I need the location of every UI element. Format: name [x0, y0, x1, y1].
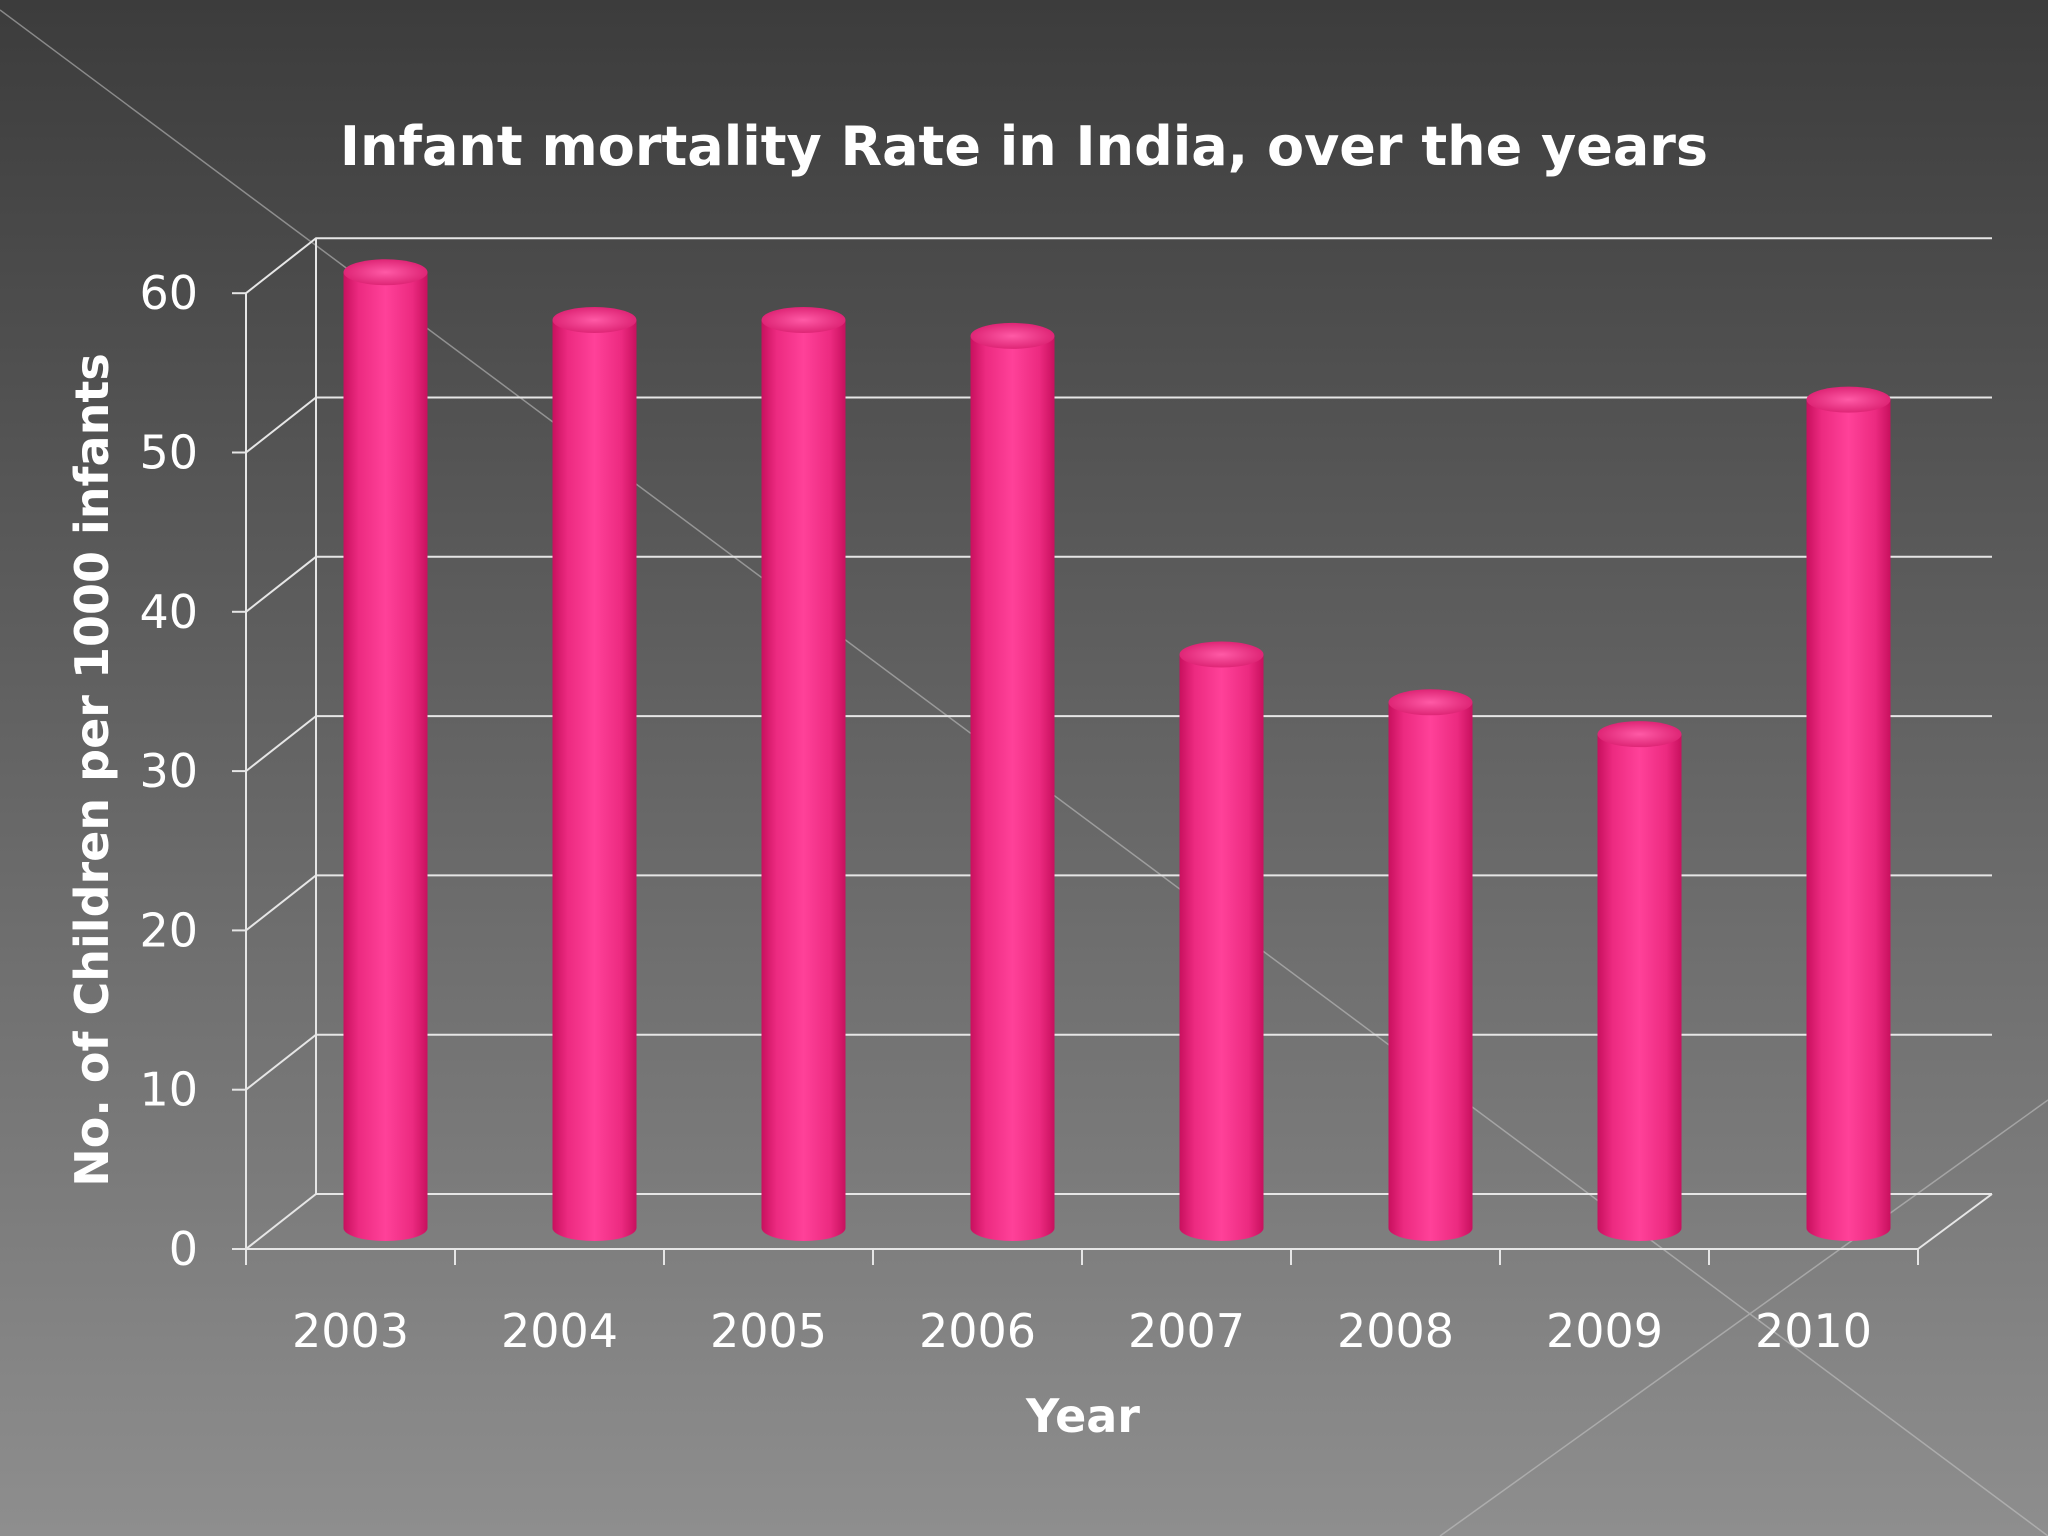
x-tick-label: 2007 [1128, 1304, 1245, 1358]
x-tick-label: 2008 [1337, 1304, 1454, 1358]
x-axis-title: Year [1025, 1389, 1140, 1443]
bar-body [1597, 734, 1682, 1241]
y-tick-label: 50 [139, 426, 198, 480]
bar-top [343, 259, 428, 286]
bar-top [1179, 641, 1264, 668]
y-tick-label: 0 [169, 1222, 198, 1276]
y-tick-label: 30 [139, 744, 198, 798]
bar-body [761, 319, 846, 1241]
bar-body [552, 319, 637, 1241]
x-axis: 2003 2004 2005 2006 2007 2008 2009 2010 [245, 1249, 1919, 1358]
bar [1388, 689, 1473, 1241]
y-axis-title: No. of Children per 1000 infants [65, 353, 119, 1186]
bar-body [1806, 399, 1891, 1241]
bar-top [1388, 689, 1473, 716]
bar [761, 306, 846, 1241]
bar [1806, 386, 1891, 1241]
x-tick-label: 2005 [710, 1304, 827, 1358]
floor-right-edge [1917, 1193, 1993, 1250]
bar-top [1597, 721, 1682, 748]
bar-body [1179, 654, 1264, 1241]
bar [552, 306, 637, 1241]
y-tick-label: 60 [139, 266, 198, 320]
bar [343, 259, 428, 1241]
y-axis: 0 10 20 30 40 50 60 [139, 266, 247, 1276]
x-tick-label: 2010 [1755, 1304, 1872, 1358]
x-tick-label: 2004 [501, 1304, 618, 1358]
bar-top [1806, 386, 1891, 413]
x-tick-label: 2003 [292, 1304, 409, 1358]
bar-series [343, 259, 1891, 1241]
y-tick-label: 40 [139, 585, 198, 639]
bar-top [552, 306, 637, 333]
bar-body [1388, 702, 1473, 1241]
bar-body [343, 272, 428, 1241]
bar-top [970, 322, 1055, 349]
bar [970, 322, 1055, 1241]
y-tick-label: 10 [139, 1063, 198, 1117]
chart-title: Infant mortality Rate in India, over the… [340, 115, 1708, 178]
bar [1179, 641, 1264, 1241]
x-tick-label: 2006 [919, 1304, 1036, 1358]
bar-body [970, 335, 1055, 1241]
x-tick-label: 2009 [1546, 1304, 1663, 1358]
y-tick-label: 20 [139, 903, 198, 957]
bar [1597, 721, 1682, 1241]
bar-top [761, 306, 846, 333]
